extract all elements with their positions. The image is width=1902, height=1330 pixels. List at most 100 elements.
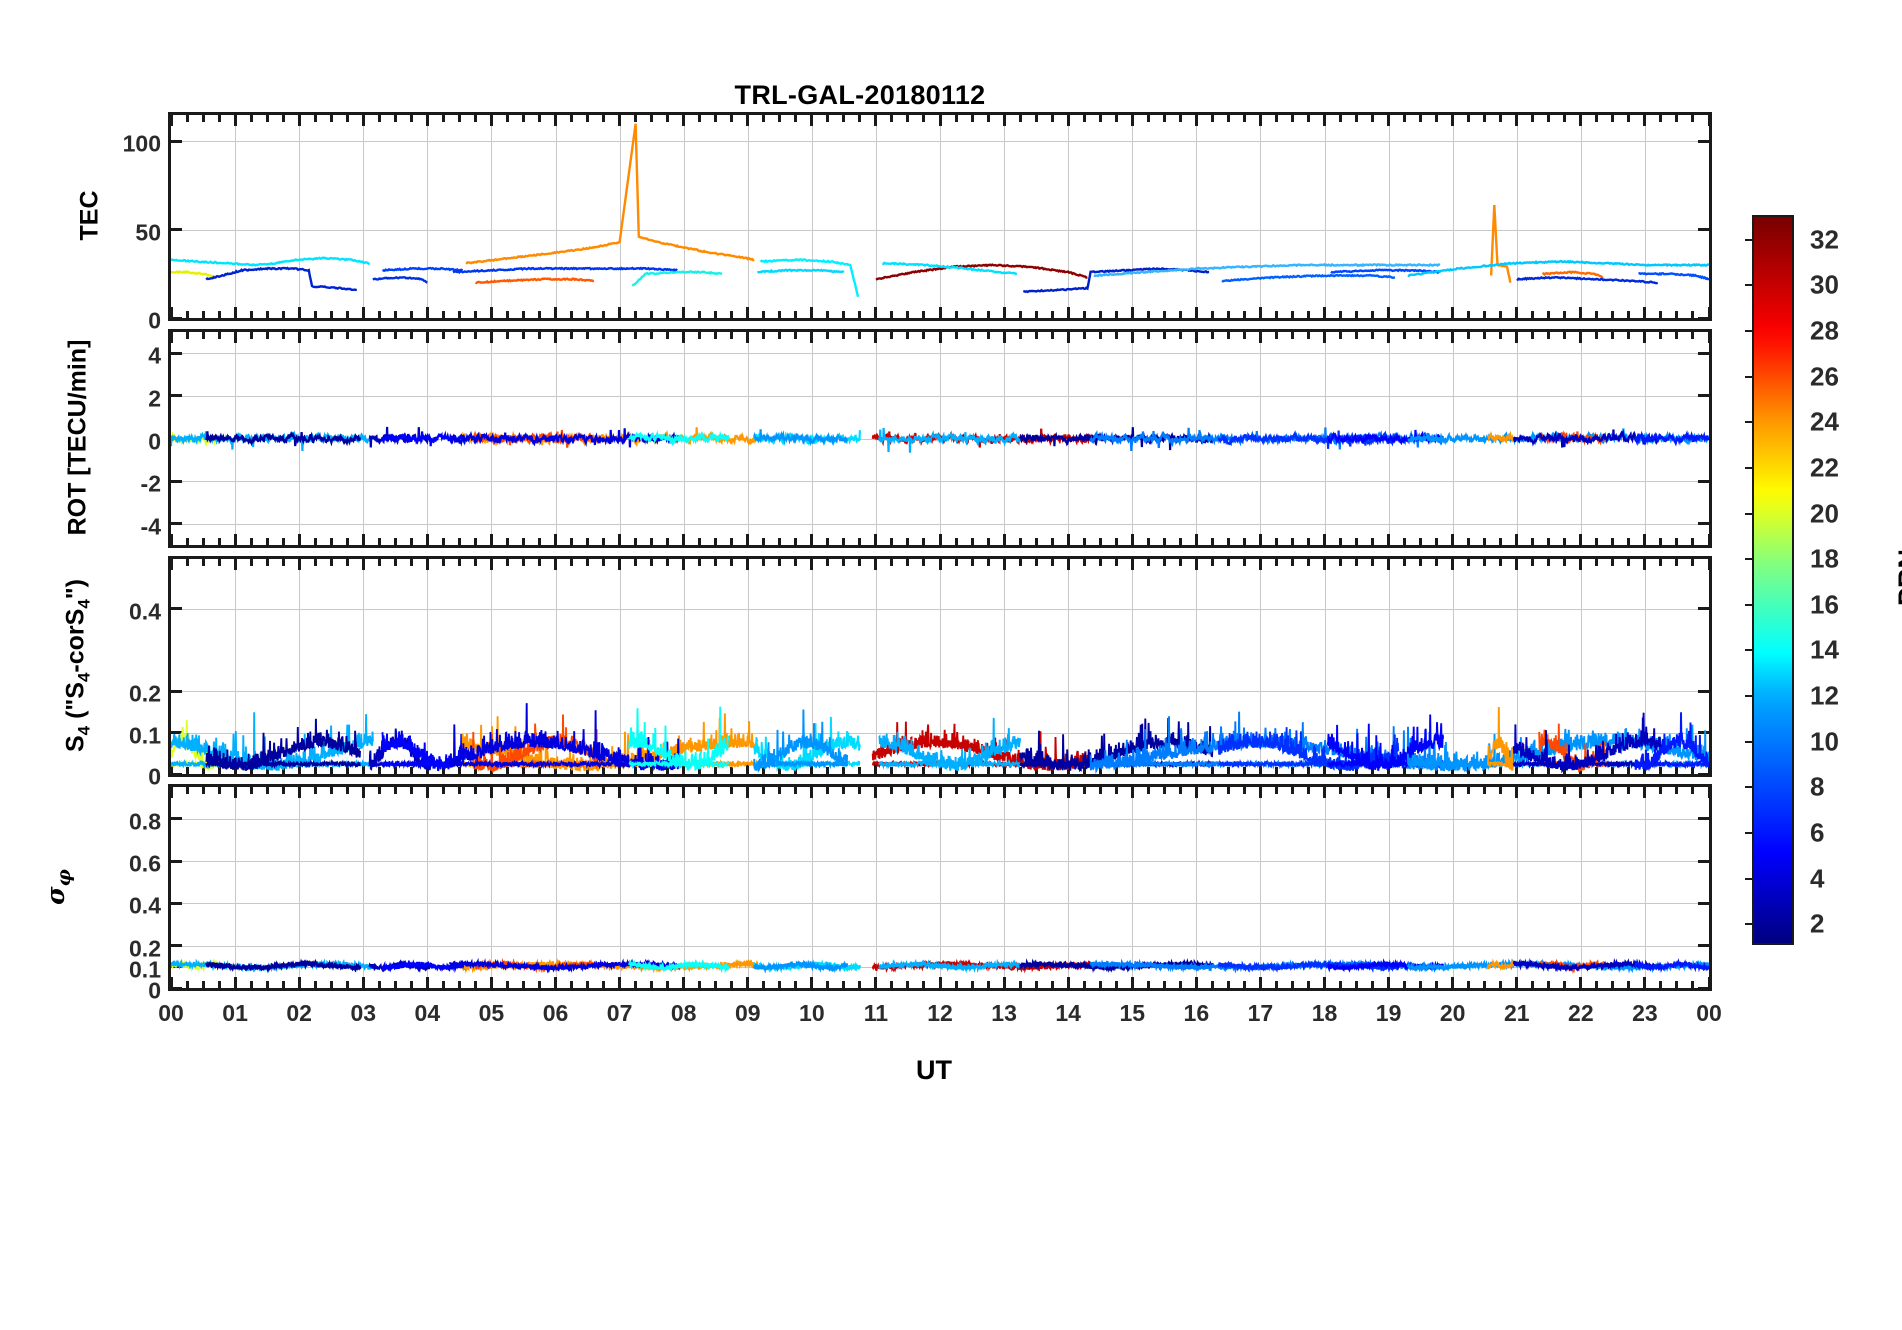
- x-tick-minor: [1339, 332, 1343, 339]
- x-tick-minor: [1050, 311, 1054, 318]
- x-tick-minor: [441, 559, 445, 566]
- x-tick-minor: [1563, 767, 1567, 774]
- x-tick-minor: [249, 538, 253, 545]
- x-tick-label: 10: [799, 1000, 825, 1026]
- x-tick-minor: [1499, 787, 1503, 794]
- gridline-vertical: [491, 115, 493, 318]
- colorbar-tick: [1745, 923, 1754, 926]
- gridline-vertical: [1132, 787, 1134, 988]
- y-tick-major: [171, 351, 182, 355]
- y-tick-major: [171, 859, 182, 863]
- colorbar-tick-label: 24: [1810, 406, 1839, 437]
- x-tick-minor: [265, 538, 269, 545]
- x-tick-major: [425, 787, 429, 798]
- x-tick-major: [361, 977, 365, 988]
- y-tick-major: [1698, 522, 1709, 526]
- x-tick-minor: [1274, 559, 1278, 566]
- x-tick-major: [297, 115, 301, 126]
- x-tick-minor: [313, 538, 317, 545]
- x-tick-minor: [1114, 767, 1118, 774]
- x-tick-major: [1515, 559, 1519, 570]
- gridline-vertical: [1068, 559, 1070, 774]
- gridline-horizontal: [171, 861, 1709, 863]
- x-tick-label: 09: [734, 1000, 761, 1026]
- gridline-vertical: [1196, 115, 1198, 318]
- x-tick-minor: [906, 115, 910, 122]
- gridline-horizontal: [171, 523, 1709, 525]
- x-tick-minor: [473, 787, 477, 794]
- data-series-line: [628, 959, 730, 974]
- x-tick-minor: [1098, 538, 1102, 545]
- x-tick-major: [746, 115, 750, 126]
- gridline-vertical: [363, 115, 365, 318]
- x-tick-minor: [1531, 787, 1535, 794]
- x-tick-minor: [1242, 559, 1246, 566]
- x-tick-minor: [537, 981, 541, 988]
- x-tick-minor: [185, 115, 189, 122]
- x-tick-minor: [1403, 559, 1407, 566]
- x-tick-minor: [650, 311, 654, 318]
- x-tick-minor: [1306, 559, 1310, 566]
- x-tick-minor: [858, 311, 862, 318]
- x-tick-minor: [521, 538, 525, 545]
- gridline-vertical: [1068, 115, 1070, 318]
- x-tick-major: [810, 332, 814, 343]
- x-tick-minor: [377, 787, 381, 794]
- x-tick-major: [1579, 115, 1583, 126]
- x-tick-major: [1323, 534, 1326, 545]
- x-tick-minor: [201, 981, 205, 988]
- x-tick-minor: [650, 332, 654, 339]
- x-tick-major: [874, 307, 878, 318]
- x-tick-major: [361, 332, 365, 343]
- x-tick-major: [1515, 763, 1519, 774]
- x-tick-minor: [1435, 981, 1439, 988]
- x-tick-minor: [1499, 332, 1503, 339]
- x-tick-minor: [1467, 981, 1471, 988]
- x-tick-major: [1707, 307, 1709, 318]
- x-tick-minor: [1034, 311, 1038, 318]
- x-tick-minor: [217, 787, 221, 794]
- x-tick-minor: [762, 981, 766, 988]
- x-tick-minor: [1274, 787, 1278, 794]
- x-tick-minor: [570, 767, 574, 774]
- x-tick-minor: [1355, 538, 1359, 545]
- x-tick-minor: [970, 787, 974, 794]
- x-tick-minor: [393, 115, 397, 122]
- gridline-horizontal: [171, 353, 1709, 355]
- x-tick-minor: [249, 311, 253, 318]
- x-tick-label: 00: [1696, 1000, 1722, 1026]
- x-tick-minor: [457, 787, 461, 794]
- x-tick-major: [1194, 787, 1198, 798]
- x-tick-major: [938, 787, 942, 798]
- gridline-horizontal: [171, 229, 1709, 231]
- gridline-vertical: [1644, 115, 1646, 318]
- x-tick-minor: [249, 787, 253, 794]
- x-tick-minor: [826, 787, 830, 794]
- x-tick-minor: [1483, 787, 1487, 794]
- x-tick-minor: [1339, 115, 1343, 122]
- x-tick-minor: [329, 311, 333, 318]
- y-tick-major: [1698, 731, 1709, 735]
- x-tick-minor: [1226, 767, 1230, 774]
- x-tick-minor: [409, 538, 413, 545]
- x-tick-minor: [1499, 559, 1503, 566]
- x-tick-minor: [1178, 538, 1182, 545]
- x-tick-minor: [1419, 538, 1423, 545]
- x-tick-minor: [1499, 115, 1503, 122]
- x-tick-minor: [473, 115, 477, 122]
- x-tick-minor: [521, 115, 525, 122]
- x-tick-major: [618, 787, 622, 798]
- x-tick-minor: [1547, 787, 1551, 794]
- x-tick-minor: [730, 981, 734, 988]
- x-tick-minor: [1355, 767, 1359, 774]
- gridline-vertical: [940, 559, 941, 774]
- x-tick-minor: [1531, 767, 1535, 774]
- gridline-vertical: [235, 787, 237, 988]
- x-tick-minor: [1691, 332, 1695, 339]
- x-tick-minor: [505, 538, 509, 545]
- x-tick-major: [489, 534, 493, 545]
- colorbar[interactable]: 2 4 6 8 10 12 14 16 18 20 22 24 26 28 30 32: [1745, 215, 1839, 945]
- x-tick-major: [1194, 115, 1198, 126]
- x-tick-minor: [409, 559, 413, 566]
- x-tick-minor: [730, 332, 734, 339]
